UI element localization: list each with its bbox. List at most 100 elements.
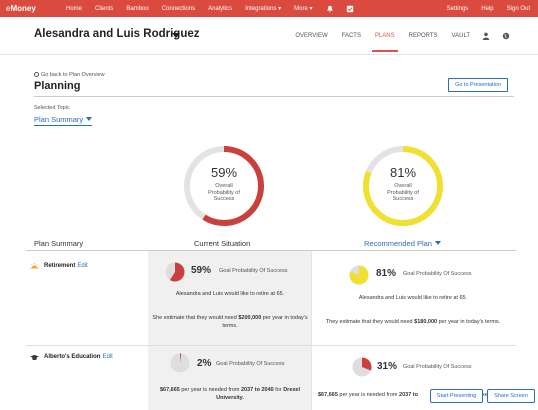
- goal-name: Alberto's Education: [44, 354, 101, 360]
- goal-probability-label: Goal Probability Of Success: [216, 361, 285, 367]
- bell-icon[interactable]: [326, 5, 334, 13]
- gauge-label: Overall Probability of Success: [387, 183, 419, 202]
- goal-need-description: She estimate that they would need $200,0…: [150, 314, 310, 330]
- back-to-plan-overview-link[interactable]: Go back to Plan Overview: [34, 72, 105, 78]
- topic-select-value: Plan Summary: [34, 115, 84, 124]
- tab-facts[interactable]: FACTS: [341, 33, 361, 39]
- goal-need-description: $67,665 per year is needed from 2037 to: [318, 391, 430, 399]
- column-divider: [311, 251, 312, 410]
- nav-home[interactable]: Home: [66, 5, 83, 12]
- nav-more[interactable]: More ▾: [294, 6, 313, 12]
- tab-vault[interactable]: VAULT: [451, 33, 470, 39]
- emoney-logo[interactable]: eMoney: [6, 4, 66, 13]
- need-text: per year is needed from: [337, 392, 400, 398]
- need-amount: $67,665: [159, 387, 180, 393]
- goal-need-description: They estimate that they would need $180,…: [313, 318, 513, 326]
- page-title: Planning: [34, 80, 81, 92]
- column-header-plan-summary: Plan Summary: [34, 239, 84, 248]
- back-arrow-icon: [34, 72, 39, 77]
- gauge-ring: [184, 146, 264, 226]
- nav-bamboo[interactable]: Bamboo: [126, 5, 149, 12]
- start-presenting-button[interactable]: Start Presenting: [430, 389, 483, 403]
- pie-slice: [362, 357, 372, 371]
- gauge-fill: [184, 146, 264, 226]
- nav-integrations[interactable]: Integrations ▾: [245, 6, 282, 12]
- topic-select[interactable]: Plan Summary: [34, 115, 93, 126]
- goal-description: Alesandra and Luis would like to retire …: [358, 295, 468, 301]
- client-dropdown-caret-icon[interactable]: [172, 33, 180, 38]
- goal-probability-percent: 59%: [191, 265, 212, 276]
- goal-probability-pie: [349, 265, 369, 285]
- edit-education-link[interactable]: Edit: [102, 354, 113, 360]
- nav-connections[interactable]: Connections: [161, 5, 196, 12]
- pie-slice: [169, 262, 185, 282]
- goal-need-tail: xe: [482, 392, 488, 398]
- logo-money: Money: [10, 4, 36, 13]
- goal-need-description: $67,665 per year is needed from 2037 to …: [150, 386, 310, 402]
- need-school: Drexel University.: [216, 387, 301, 401]
- pie-slice: [349, 265, 369, 285]
- recommended-plan-select[interactable]: Recommended Plan: [364, 239, 441, 248]
- client-name[interactable]: Alesandra and Luis Rodriguez: [34, 28, 200, 40]
- nav-settings[interactable]: Settings: [446, 5, 469, 12]
- share-screen-button[interactable]: Share Screen: [487, 389, 535, 403]
- person-icon[interactable]: [482, 32, 490, 40]
- need-amount: $67,665: [318, 392, 338, 398]
- recommended-plan-label: Recommended Plan: [364, 239, 432, 248]
- recommended-probability-gauge: 81% Overall Probability of Success: [361, 144, 445, 228]
- client-header: Alesandra and Luis Rodriguez OVERVIEW FA…: [0, 17, 538, 55]
- need-years: 2037 to: [399, 392, 419, 398]
- need-text: They estimate that they would need: [325, 319, 415, 325]
- checkbox-icon[interactable]: [346, 5, 354, 13]
- row-divider: [26, 345, 516, 346]
- goal-probability-pie: [352, 357, 372, 377]
- pie-slice: [180, 353, 182, 363]
- gauge-percent: 59%: [210, 165, 238, 180]
- need-suffix: per year in today's terms.: [222, 315, 308, 329]
- tab-plans[interactable]: PLANS: [372, 17, 398, 55]
- top-nav: eMoney Home Clients Bamboo Connections A…: [0, 0, 538, 17]
- need-years: 2037 to 2040: [241, 387, 274, 393]
- goal-probability-label: Goal Probability Of Success: [403, 364, 472, 370]
- table-header-divider: [26, 250, 516, 251]
- goal-probability-pie: [170, 353, 190, 373]
- nav-sign-out[interactable]: Sign Out: [506, 5, 530, 12]
- graduation-cap-icon: [30, 354, 39, 361]
- gauge-percent: 81%: [389, 165, 417, 180]
- globe-icon[interactable]: [502, 32, 510, 40]
- goal-probability-label: Goal Probability Of Success: [219, 268, 288, 274]
- nav-analytics[interactable]: Analytics: [208, 5, 233, 12]
- need-text: per year is needed from: [179, 387, 241, 393]
- sun-icon: [30, 262, 39, 269]
- need-text: She estimate that they would need: [152, 315, 239, 321]
- goal-probability-pie: [165, 262, 185, 282]
- goal-description: Alesandra and Luis would like to retire …: [175, 291, 285, 297]
- nav-help[interactable]: Help: [481, 5, 494, 12]
- chevron-down-icon: [434, 241, 441, 245]
- goal-retirement: Retirement Edit: [44, 263, 88, 269]
- goal-alberto-education: Alberto's Education Edit: [44, 354, 113, 360]
- client-tabs: OVERVIEW FACTS PLANS REPORTS VAULT: [281, 17, 510, 55]
- need-amount: $180,000: [414, 319, 438, 325]
- need-for: for: [273, 387, 284, 393]
- gauge-fill: [363, 146, 443, 226]
- need-suffix: per year in today's terms.: [437, 319, 501, 325]
- tab-reports[interactable]: REPORTS: [408, 33, 438, 39]
- goal-probability-percent: 2%: [197, 358, 212, 369]
- go-to-presentation-button[interactable]: Go to Presentation: [448, 78, 508, 92]
- title-divider: [34, 96, 514, 97]
- chevron-down-icon: [86, 117, 93, 121]
- current-probability-gauge: 59% Overall Probability of Success: [182, 144, 266, 228]
- goal-probability-percent: 31%: [377, 361, 398, 372]
- edit-retirement-link[interactable]: Edit: [77, 263, 88, 269]
- need-amount: $200,000: [238, 315, 262, 321]
- gauge-label: Overall Probability of Success: [208, 183, 240, 202]
- tab-overview[interactable]: OVERVIEW: [295, 33, 328, 39]
- selected-topic-label: Selected Topic: [34, 105, 70, 111]
- logo-e: e: [6, 4, 11, 13]
- nav-clients[interactable]: Clients: [95, 5, 114, 12]
- gauge-ring: [363, 146, 443, 226]
- goal-name: Retirement: [44, 263, 76, 269]
- column-header-current-situation: Current Situation: [194, 239, 251, 248]
- back-link-label: Go back to Plan Overview: [41, 72, 105, 78]
